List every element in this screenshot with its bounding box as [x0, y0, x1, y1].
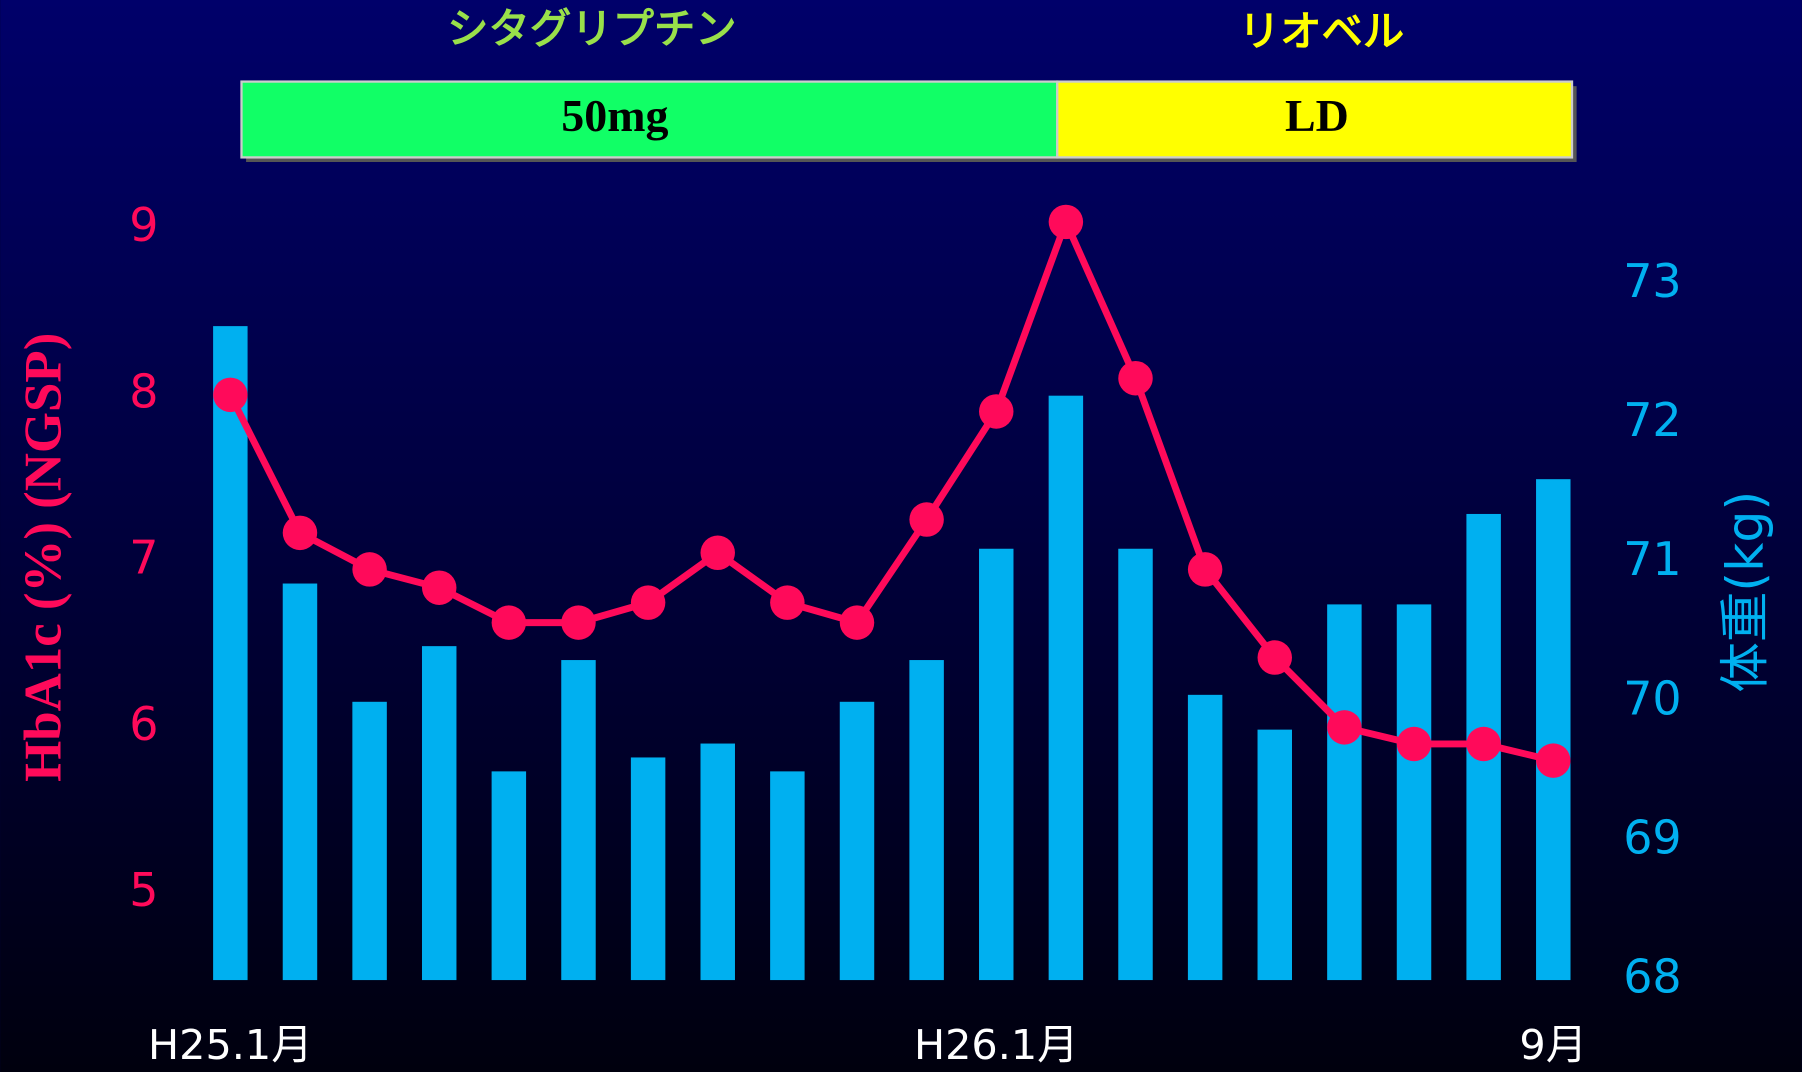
x-tick-label: H26.1月 [914, 1021, 1079, 1069]
line-point [1187, 552, 1223, 587]
y-axis-label: HbA1c (%) (NGSP) [15, 333, 73, 782]
line-point [1396, 726, 1432, 762]
line-point [770, 585, 805, 620]
y-tick-label: 6 [129, 697, 158, 751]
y2-tick-label: 68 [1623, 950, 1681, 1004]
y2-tick-label: 71 [1623, 532, 1681, 586]
y2-tick-label: 73 [1623, 254, 1681, 308]
dose-label: LD [1285, 90, 1349, 141]
line-point [282, 515, 318, 551]
drug-label: シタグリプチン [447, 5, 737, 53]
line-point [421, 570, 457, 605]
line-point [213, 377, 248, 413]
dose-label: 50mg [561, 90, 668, 141]
bar [1257, 729, 1292, 981]
bar [1396, 604, 1432, 981]
y2-tick-label: 69 [1623, 810, 1681, 864]
y-tick-label: 7 [129, 531, 158, 585]
bar [979, 548, 1014, 981]
bar [630, 757, 666, 981]
line-point [1257, 640, 1292, 675]
x-tick-label: 9月 [1519, 1021, 1587, 1069]
y2-tick-label: 72 [1623, 393, 1681, 447]
bar [491, 771, 527, 981]
bar [421, 646, 457, 981]
y-tick-label: 5 [129, 863, 158, 917]
bar [839, 701, 875, 981]
line-point [352, 552, 387, 587]
bar [1327, 604, 1362, 981]
line-point [1048, 204, 1084, 240]
line-point [491, 605, 527, 640]
period-bar [240, 80, 1059, 159]
line-point [909, 502, 944, 537]
x-tick-label: H25.1月 [148, 1021, 313, 1069]
line-point [630, 585, 666, 620]
period-bar [1056, 80, 1574, 159]
line-point [700, 535, 735, 571]
y2-tick-label: 70 [1623, 671, 1681, 725]
bar [1536, 479, 1571, 981]
line-point [1536, 743, 1571, 778]
line-point [1327, 710, 1362, 745]
bar [213, 326, 248, 981]
bar [1187, 694, 1223, 981]
y2-axis-label: 体重(kg) [1715, 491, 1774, 693]
drug-label: リオベル [1239, 7, 1404, 55]
bar [770, 771, 805, 981]
line-point [1466, 726, 1501, 762]
bar [352, 701, 387, 981]
line-point [979, 394, 1014, 429]
y-tick-label: 8 [129, 364, 158, 418]
bar [909, 660, 944, 981]
bar [700, 743, 735, 981]
bar [1048, 395, 1084, 981]
bar [561, 660, 596, 981]
line-point [561, 605, 596, 640]
bar [282, 583, 318, 981]
bar [1118, 548, 1153, 981]
line-point [1118, 360, 1153, 396]
y-tick-label: 9 [129, 198, 158, 252]
line-point [839, 605, 875, 640]
